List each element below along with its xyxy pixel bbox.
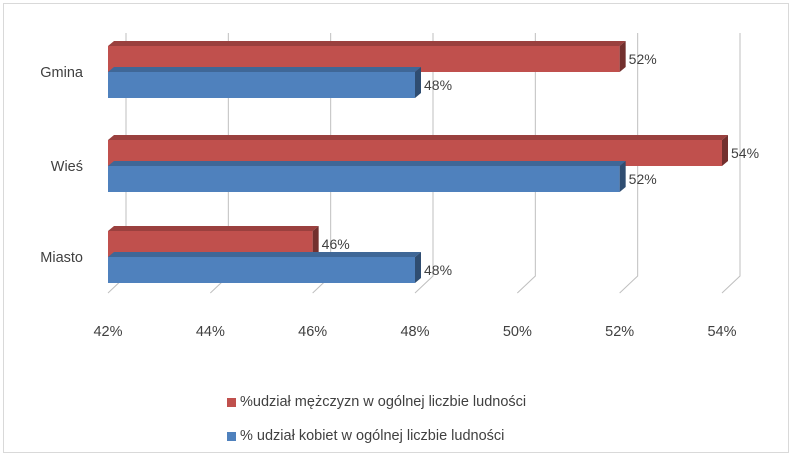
- gridline: [414, 33, 434, 294]
- data-label: 48%: [424, 262, 452, 278]
- bar-top-face: [108, 41, 626, 46]
- gridline: [516, 33, 536, 294]
- bar-end-face: [722, 135, 728, 166]
- gridline: [619, 33, 639, 294]
- category-label: Gmina: [40, 65, 84, 81]
- x-tick-label: 52%: [605, 324, 634, 340]
- bar-top-face: [108, 67, 421, 72]
- bar-top-face: [108, 135, 728, 140]
- legend-item-women: % udział kobiet w ogólnej liczbie ludnoś…: [227, 428, 504, 444]
- x-tick-label: 42%: [93, 324, 122, 340]
- legend-label-women: % udział kobiet w ogólnej liczbie ludnoś…: [240, 428, 505, 444]
- category-label: Wieś: [51, 159, 83, 175]
- data-label: 52%: [629, 171, 657, 187]
- bar-top-face: [108, 252, 421, 257]
- gridline: [721, 33, 741, 294]
- legend-swatch-women: [227, 431, 236, 441]
- bar: [108, 72, 415, 98]
- legend-label-men: %udział mężczyzn w ogólnej liczbie ludno…: [240, 394, 527, 410]
- legend-swatch-men: [227, 397, 236, 407]
- x-tick-label: 50%: [503, 324, 532, 340]
- x-tick-label: 44%: [196, 324, 225, 340]
- bar-end-face: [415, 67, 421, 98]
- bar-end-face: [619, 41, 626, 72]
- data-label: 46%: [322, 236, 350, 252]
- bar-top-face: [108, 161, 626, 166]
- category-label: Miasto: [40, 250, 83, 266]
- data-label: 48%: [424, 77, 452, 93]
- legend-item-men: %udział mężczyzn w ogólnej liczbie ludno…: [227, 394, 526, 410]
- x-tick-label: 46%: [298, 324, 327, 340]
- bar-end-face: [415, 252, 421, 283]
- x-tick-label: 48%: [400, 324, 429, 340]
- bar: [108, 166, 620, 192]
- data-label: 54%: [731, 145, 759, 161]
- bar: [108, 257, 415, 283]
- bar-end-face: [312, 226, 319, 257]
- x-tick-label: 54%: [707, 324, 736, 340]
- data-label: 52%: [629, 51, 657, 67]
- bar-end-face: [619, 161, 626, 192]
- bar-top-face: [108, 226, 319, 231]
